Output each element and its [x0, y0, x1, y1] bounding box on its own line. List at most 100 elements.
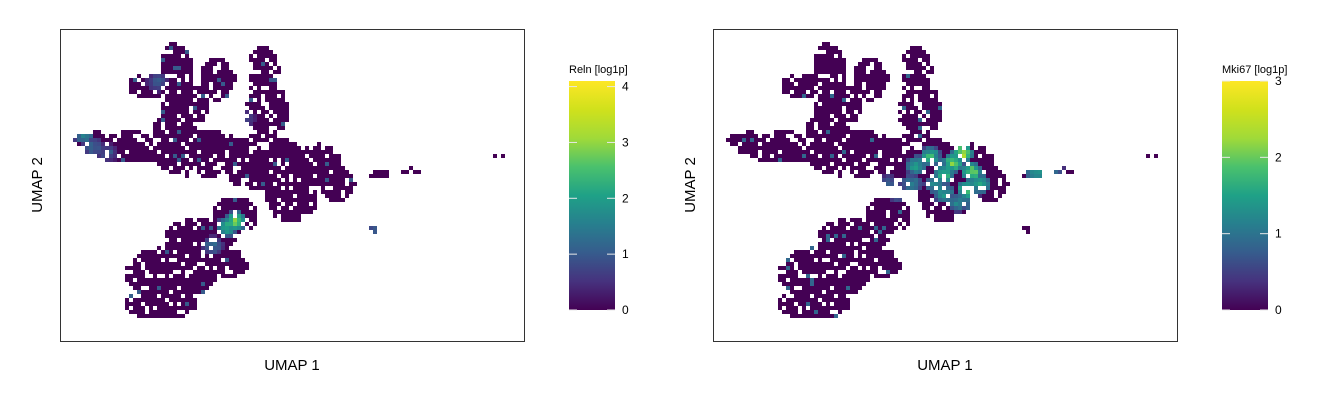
hex-cell — [125, 266, 129, 270]
hex-cell — [934, 98, 938, 102]
hex-cell — [962, 166, 966, 170]
hex-cell — [257, 90, 261, 94]
hex-cell — [790, 150, 794, 154]
hex-cell — [742, 146, 746, 150]
hex-cell — [810, 270, 814, 274]
hex-cell — [810, 298, 814, 302]
hex-cell — [257, 130, 261, 134]
hex-cell — [201, 286, 205, 290]
hex-cell — [746, 150, 750, 154]
hex-cell — [750, 142, 754, 146]
hex-cell — [834, 230, 838, 234]
hex-cell — [269, 98, 273, 102]
hex-cell — [205, 274, 209, 278]
hex-cell — [854, 174, 858, 178]
hex-cell — [265, 158, 269, 162]
hex-cell — [261, 78, 265, 82]
hex-cell — [918, 94, 922, 98]
hex-cell — [922, 82, 926, 86]
hex-cell — [305, 210, 309, 214]
hex-cell — [926, 150, 930, 154]
hex-cell — [145, 298, 149, 302]
hex-cell — [193, 274, 197, 278]
hex-cell — [193, 234, 197, 238]
hex-cell — [293, 198, 297, 202]
hex-cell — [794, 86, 798, 90]
hex-cell — [189, 130, 193, 134]
hex-cell — [221, 82, 225, 86]
hex-cell — [293, 214, 297, 218]
hex-cell — [862, 170, 866, 174]
hex-cell — [185, 106, 189, 110]
hex-cell — [145, 150, 149, 154]
hex-cell — [838, 286, 842, 290]
hex-cell — [221, 138, 225, 142]
hex-cell — [217, 238, 221, 242]
hex-cell — [269, 58, 273, 62]
hex-cell — [910, 134, 914, 138]
hex-cell — [265, 162, 269, 166]
hex-cell — [890, 150, 894, 154]
hex-cell — [838, 58, 842, 62]
hex-cell — [345, 194, 349, 198]
hex-cell — [213, 162, 217, 166]
hex-cell — [886, 150, 890, 154]
hex-cell — [181, 126, 185, 130]
hex-cell — [169, 46, 173, 50]
hex-cell — [141, 282, 145, 286]
hex-cell — [842, 306, 846, 310]
hex-cell — [890, 262, 894, 266]
hex-cell — [325, 182, 329, 186]
hex-cell — [161, 266, 165, 270]
hex-cell — [842, 294, 846, 298]
hex-cell — [854, 66, 858, 70]
hex-cell — [133, 150, 137, 154]
x-axis-label: UMAP 1 — [917, 357, 973, 374]
hex-cell — [117, 146, 121, 150]
hex-cell — [910, 90, 914, 94]
hex-cell — [814, 306, 818, 310]
hex-cell — [217, 154, 221, 158]
hex-cell — [846, 306, 850, 310]
hex-cell — [253, 106, 257, 110]
hex-cell — [137, 270, 141, 274]
hex-cell — [902, 210, 906, 214]
hex-cell — [265, 190, 269, 194]
hex-cell — [830, 86, 834, 90]
hex-cell — [858, 130, 862, 134]
hex-cell — [249, 86, 253, 90]
hex-cell — [990, 174, 994, 178]
hex-cell — [169, 266, 173, 270]
hex-cell — [806, 94, 810, 98]
hex-cell — [189, 142, 193, 146]
hex-cell — [181, 302, 185, 306]
hex-cell — [185, 306, 189, 310]
hex-cell — [169, 102, 173, 106]
hex-cell — [850, 170, 854, 174]
hex-cell — [269, 78, 273, 82]
hex-cell — [337, 158, 341, 162]
hex-cell — [145, 154, 149, 158]
hex-cell — [938, 142, 942, 146]
hex-cell — [169, 66, 173, 70]
hex-cell — [790, 154, 794, 158]
hex-cell — [257, 82, 261, 86]
hex-cell — [149, 74, 153, 78]
hex-cell — [826, 94, 830, 98]
hex-cell — [201, 66, 205, 70]
hex-cell — [205, 130, 209, 134]
hex-cell — [145, 90, 149, 94]
hex-cell — [930, 90, 934, 94]
hex-cell — [273, 194, 277, 198]
hex-cell — [169, 62, 173, 66]
hex-cell — [782, 78, 786, 82]
hex-cell — [926, 106, 930, 110]
hex-cell — [882, 74, 886, 78]
hex-cell — [177, 106, 181, 110]
hex-cell — [185, 94, 189, 98]
hex-cell — [141, 158, 145, 162]
hex-cell — [153, 286, 157, 290]
hex-cell — [1030, 170, 1034, 174]
